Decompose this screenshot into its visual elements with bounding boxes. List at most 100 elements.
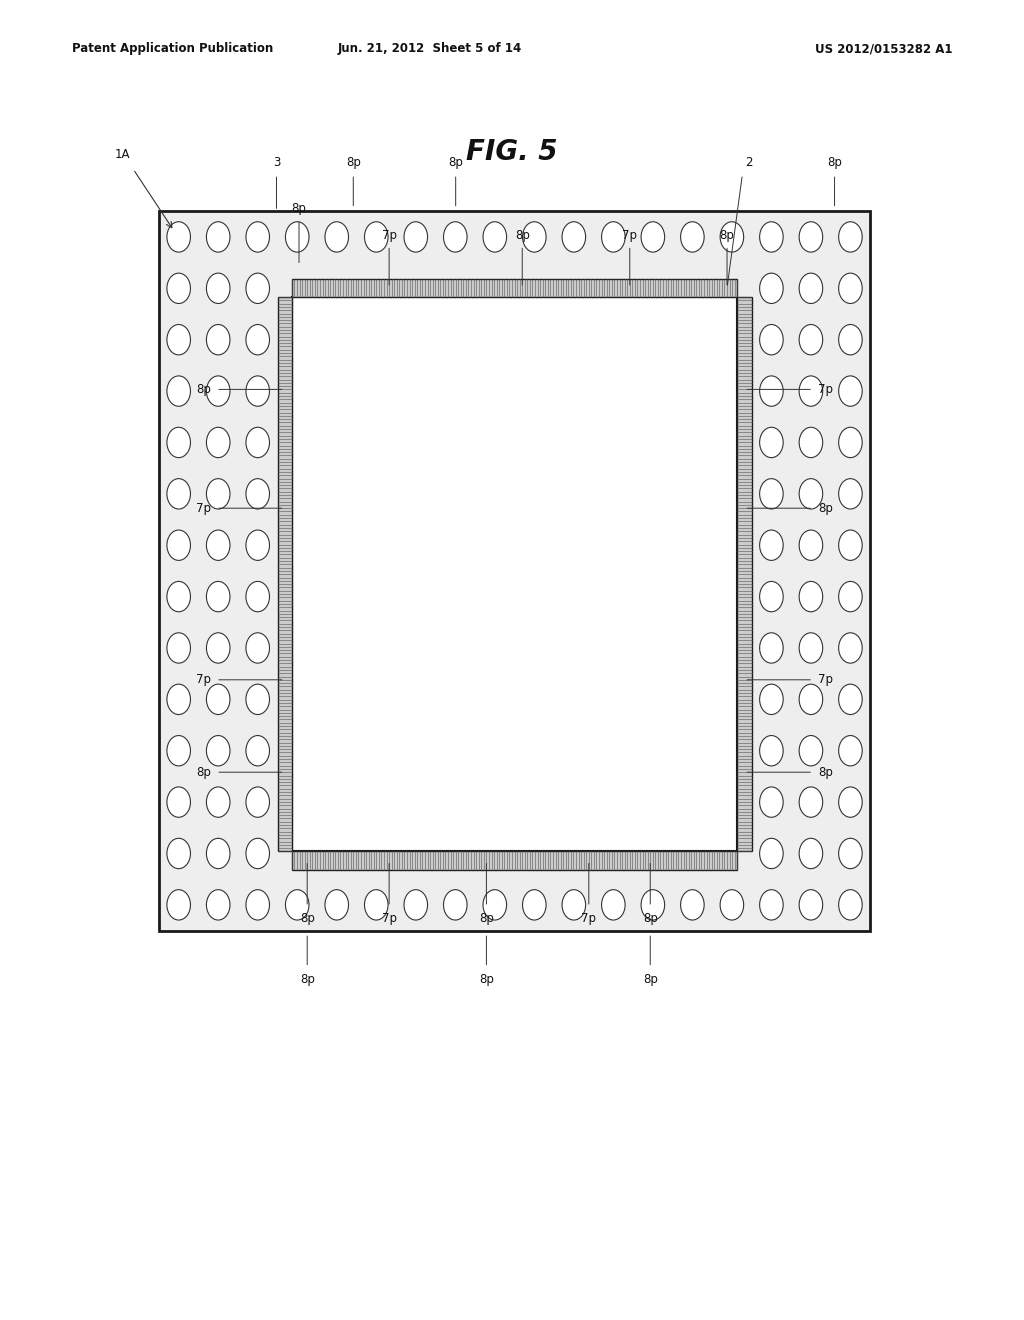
Circle shape [246, 632, 269, 663]
Circle shape [167, 684, 190, 714]
Circle shape [365, 890, 388, 920]
Circle shape [207, 428, 230, 458]
Circle shape [522, 890, 546, 920]
Circle shape [760, 787, 783, 817]
Circle shape [839, 787, 862, 817]
Circle shape [167, 632, 190, 663]
Circle shape [839, 531, 862, 561]
Bar [292, 279, 737, 297]
Text: US 2012/0153282 A1: US 2012/0153282 A1 [815, 42, 952, 55]
Circle shape [246, 890, 269, 920]
Circle shape [325, 890, 348, 920]
Circle shape [839, 222, 862, 252]
Circle shape [286, 222, 309, 252]
Text: Jun. 21, 2012  Sheet 5 of 14: Jun. 21, 2012 Sheet 5 of 14 [338, 42, 522, 55]
Circle shape [799, 684, 822, 714]
Circle shape [207, 838, 230, 869]
Circle shape [799, 222, 822, 252]
Circle shape [760, 735, 783, 766]
Circle shape [839, 890, 862, 920]
Text: 8p: 8p [643, 912, 657, 925]
Text: 8p: 8p [827, 156, 842, 169]
Circle shape [207, 632, 230, 663]
Circle shape [483, 222, 507, 252]
Circle shape [167, 479, 190, 510]
Circle shape [562, 222, 586, 252]
Circle shape [167, 222, 190, 252]
Circle shape [167, 376, 190, 407]
Text: 8p: 8p [196, 383, 211, 396]
Circle shape [246, 222, 269, 252]
Circle shape [799, 632, 822, 663]
Text: 8p: 8p [643, 973, 657, 986]
Circle shape [207, 787, 230, 817]
Circle shape [839, 838, 862, 869]
Circle shape [720, 222, 743, 252]
Circle shape [760, 325, 783, 355]
Circle shape [167, 531, 190, 561]
Circle shape [799, 890, 822, 920]
Circle shape [839, 479, 862, 510]
Text: 8p: 8p [292, 202, 306, 215]
Circle shape [760, 428, 783, 458]
Circle shape [760, 273, 783, 304]
Circle shape [167, 581, 190, 611]
Circle shape [246, 428, 269, 458]
Circle shape [167, 787, 190, 817]
Circle shape [839, 376, 862, 407]
Bar [292, 297, 737, 851]
Circle shape [246, 325, 269, 355]
Text: 7p: 7p [196, 673, 211, 686]
Text: 8p: 8p [300, 973, 314, 986]
Circle shape [522, 222, 546, 252]
Text: 3: 3 [272, 156, 281, 169]
Circle shape [760, 890, 783, 920]
Circle shape [167, 735, 190, 766]
Circle shape [246, 684, 269, 714]
Circle shape [839, 684, 862, 714]
Circle shape [246, 838, 269, 869]
Circle shape [365, 222, 388, 252]
Circle shape [760, 222, 783, 252]
Text: 8p: 8p [515, 228, 529, 242]
Text: 7p: 7p [382, 912, 396, 925]
Circle shape [760, 531, 783, 561]
Circle shape [720, 890, 743, 920]
Circle shape [246, 376, 269, 407]
Circle shape [760, 581, 783, 611]
Circle shape [799, 787, 822, 817]
Circle shape [246, 273, 269, 304]
Bar [737, 297, 752, 851]
Circle shape [167, 273, 190, 304]
Bar [159, 211, 870, 931]
Text: 8p: 8p [479, 912, 494, 925]
Circle shape [799, 376, 822, 407]
Circle shape [839, 273, 862, 304]
Text: 7p: 7p [582, 912, 596, 925]
Circle shape [246, 787, 269, 817]
Circle shape [799, 531, 822, 561]
Text: 7p: 7p [382, 228, 396, 242]
Text: Patent Application Publication: Patent Application Publication [72, 42, 273, 55]
Circle shape [246, 735, 269, 766]
Circle shape [207, 890, 230, 920]
Circle shape [760, 479, 783, 510]
Circle shape [404, 890, 428, 920]
Circle shape [839, 428, 862, 458]
Text: 7p: 7p [818, 673, 834, 686]
Text: 7p: 7p [623, 228, 637, 242]
Circle shape [167, 838, 190, 869]
Circle shape [167, 428, 190, 458]
Circle shape [839, 581, 862, 611]
Circle shape [207, 325, 230, 355]
Circle shape [799, 273, 822, 304]
Circle shape [443, 890, 467, 920]
Text: 8p: 8p [300, 912, 314, 925]
Circle shape [839, 735, 862, 766]
Circle shape [246, 531, 269, 561]
Text: 8p: 8p [449, 156, 463, 169]
Circle shape [207, 531, 230, 561]
Circle shape [207, 684, 230, 714]
Circle shape [839, 632, 862, 663]
Circle shape [799, 581, 822, 611]
